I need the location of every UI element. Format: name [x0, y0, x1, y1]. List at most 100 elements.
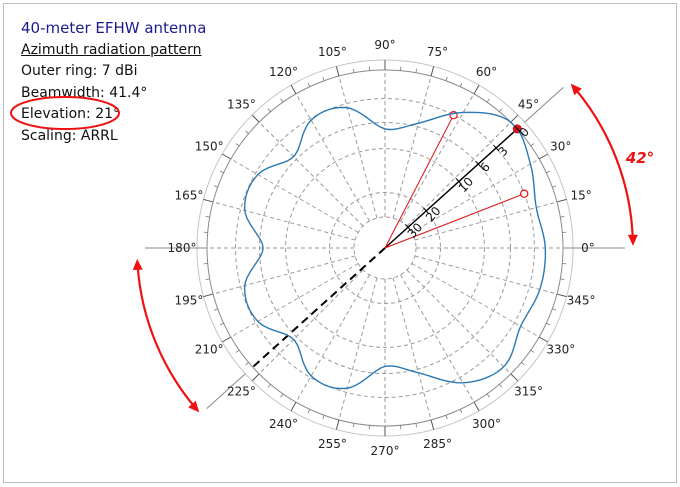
- arrow-head: [570, 83, 582, 96]
- spoke-105: [338, 75, 378, 219]
- spoke-210: [230, 263, 359, 338]
- minor-tick-235: [280, 393, 284, 398]
- beamwidth-arc-label: 42°: [625, 149, 654, 167]
- outer-ring-label: Outer ring: 7 dBi: [21, 63, 138, 79]
- tick-75: [430, 66, 435, 77]
- tick-300: [473, 401, 480, 412]
- minor-tick-160: [213, 185, 218, 188]
- spoke-315: [406, 269, 512, 375]
- minor-tick-115: [307, 82, 311, 87]
- minor-tick-190: [205, 278, 210, 280]
- radial-label-0: 0: [517, 125, 533, 140]
- tick-285: [430, 419, 435, 430]
- spoke-330: [411, 263, 540, 338]
- minor-tick-280: [415, 423, 417, 428]
- half-power-marker-1: [520, 189, 529, 198]
- radial-tick-30: [404, 223, 412, 231]
- angle-label-90: 90°: [374, 38, 395, 52]
- beam-lines: [252, 110, 529, 368]
- main-lobe-line: [384, 128, 518, 249]
- info-panel: 40-meter EFHW antenna Azimuth radiation …: [21, 18, 206, 147]
- tick-330: [538, 336, 549, 343]
- angle-label-210: 210°: [195, 343, 224, 357]
- angle-label-75: 75°: [427, 45, 448, 59]
- spoke-255: [338, 277, 378, 421]
- radial-tick-20: [423, 207, 430, 215]
- minor-tick-350: [560, 278, 565, 280]
- angle-label-330: 330°: [546, 343, 575, 357]
- spoke-30: [411, 158, 540, 233]
- chart-frame: [3, 3, 677, 483]
- angle-label-270: 270°: [371, 444, 400, 458]
- spoke-285: [392, 277, 432, 421]
- minor-tick-80: [415, 68, 417, 73]
- angle-label-135: 135°: [227, 97, 256, 111]
- half-power-line-1: [384, 193, 525, 249]
- angle-label-240: 240°: [269, 417, 298, 431]
- spoke-195: [212, 255, 356, 295]
- chart-title: 40-meter EFHW antenna: [21, 19, 207, 37]
- tick-45: [510, 114, 519, 123]
- tick-345: [556, 293, 567, 298]
- tick-165: [203, 198, 214, 203]
- spoke-45: [406, 121, 512, 227]
- chart-subtitle: Azimuth radiation pattern: [21, 41, 202, 58]
- angle-label-345: 345°: [567, 294, 596, 308]
- minor-tick-110: [322, 76, 325, 81]
- radial-tick-10: [455, 178, 462, 185]
- minor-tick-125: [280, 98, 284, 103]
- minor-tick-320: [521, 362, 525, 366]
- angle-label-120: 120°: [269, 65, 298, 79]
- angle-label-30: 30°: [550, 140, 571, 154]
- pattern-curve: [243, 106, 547, 390]
- tick-255: [335, 419, 340, 430]
- minor-tick-335: [546, 322, 551, 326]
- minor-tick-55: [486, 98, 490, 103]
- minor-tick-130: [267, 108, 271, 112]
- minor-tick-10: [560, 216, 565, 218]
- spoke-135: [258, 121, 364, 227]
- minor-tick-305: [486, 393, 490, 398]
- tick-225: [251, 373, 260, 382]
- extension-42: [524, 87, 564, 123]
- tick-315: [510, 373, 519, 382]
- angle-label-315: 315°: [514, 385, 543, 399]
- ring-10db: [285, 148, 485, 348]
- minor-tick-50: [499, 108, 503, 112]
- tick-135: [251, 114, 260, 123]
- minor-tick-70: [445, 76, 448, 81]
- angle-label-300: 300°: [472, 417, 501, 431]
- radial-tick-6: [475, 160, 482, 168]
- radial-label-3: 3: [495, 144, 511, 159]
- spoke-165: [212, 201, 356, 241]
- minor-tick-145: [235, 143, 240, 147]
- tick-60: [473, 84, 480, 95]
- minor-tick-200: [213, 308, 218, 311]
- tick-30: [538, 153, 549, 160]
- half-power-line-2: [384, 114, 454, 249]
- spoke-60: [400, 93, 475, 222]
- angle-label-15: 15°: [570, 188, 591, 202]
- radial-label-10: 10: [456, 174, 477, 195]
- ring-3db: [235, 98, 535, 398]
- minor-tick-295: [459, 409, 463, 414]
- minor-tick-220: [245, 362, 249, 366]
- tick-150: [221, 153, 232, 160]
- minor-tick-170: [205, 216, 210, 218]
- minor-tick-260: [353, 423, 355, 428]
- minor-tick-340: [552, 308, 557, 311]
- spoke-150: [230, 158, 359, 233]
- spoke-345: [414, 255, 558, 295]
- tick-195: [203, 293, 214, 298]
- angle-tick-labels: 0° 15° 30° 45° 60° 75° 90° 105° 120° 135° 150° 165°…: [168, 38, 596, 458]
- radial-tick-0: [514, 125, 521, 133]
- tick-15: [556, 198, 567, 203]
- radiation-pattern: [243, 106, 547, 390]
- angle-label-285: 285°: [423, 437, 452, 451]
- tick-240: [290, 401, 297, 412]
- angle-label-195: 195°: [174, 294, 203, 308]
- polar-grid: [145, 59, 625, 437]
- minor-tick-100: [353, 68, 355, 73]
